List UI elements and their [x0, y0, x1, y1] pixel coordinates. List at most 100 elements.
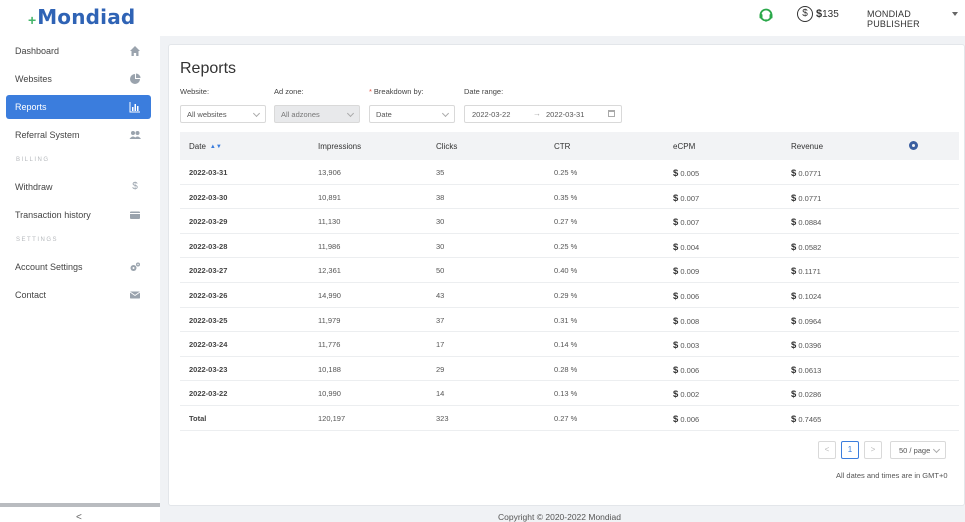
- sidebar-item-transaction-history[interactable]: Transaction history: [6, 203, 151, 227]
- balance: $135: [816, 8, 839, 20]
- adzone-select[interactable]: All adzones: [274, 105, 360, 123]
- table-row: 2022-03-23 10,188 29 0.28 % $ 0.006 $ 0.0613: [180, 357, 959, 382]
- sidebar: Dashboard Websites Reports Referral Syst…: [0, 36, 160, 522]
- logo-plus-icon: +: [28, 12, 37, 28]
- cell-revenue: $ 0.0964: [791, 316, 821, 327]
- headset-icon[interactable]: [758, 7, 774, 23]
- cell-impressions: 12,361: [318, 266, 341, 276]
- sidebar-item-account-settings[interactable]: Account Settings: [6, 255, 151, 279]
- cell-value: 0.006: [680, 415, 700, 424]
- cell-value: 0.1171: [798, 267, 821, 277]
- gear-icon[interactable]: [909, 141, 918, 150]
- section-billing: BILLING: [16, 157, 50, 163]
- table-row: 2022-03-26 14,990 43 0.29 % $ 0.006 $ 0.1024: [180, 283, 959, 308]
- currency-symbol: $: [791, 340, 797, 352]
- table-header: Date ▲▼ Impressions Clicks CTR eCPM Reven…: [180, 132, 959, 160]
- cell-clicks: 30: [436, 241, 445, 251]
- cell-impressions: 11,130: [318, 217, 341, 227]
- currency-symbol: $: [791, 291, 797, 302]
- section-settings: SETTINGS: [16, 237, 59, 243]
- breakdown-filter-label: * Breakdown by:: [369, 87, 424, 96]
- collapse-sidebar-button[interactable]: <: [76, 512, 82, 522]
- logo[interactable]: + Mondiad: [28, 5, 135, 29]
- cell-value: 0.7465: [798, 415, 822, 424]
- page-size-value: 50 / page: [899, 446, 931, 455]
- column-header-label: Date: [189, 142, 206, 151]
- user-menu[interactable]: MONDIAD PUBLISHER: [867, 9, 920, 29]
- cell-ecpm: $ 0.009: [673, 266, 699, 277]
- cell-impressions: 10,990: [318, 389, 341, 399]
- sidebar-item-reports[interactable]: Reports: [6, 95, 151, 119]
- sidebar-scrollbar[interactable]: [0, 503, 160, 507]
- cell-date: 2022-03-30: [189, 192, 228, 202]
- sort-icon[interactable]: ▲▼: [209, 144, 222, 150]
- chevron-down-icon: [346, 109, 355, 118]
- date-end-input[interactable]: 2022-03-31: [546, 110, 585, 119]
- column-header-impressions: Impressions: [318, 142, 362, 151]
- cell-value: 0.0884: [798, 218, 822, 228]
- breakdown-select[interactable]: Date: [369, 105, 455, 123]
- cell-value: 0.0396: [798, 341, 822, 351]
- cell-clicks: 29: [436, 364, 445, 374]
- cell-ecpm: $ 0.006: [673, 414, 699, 425]
- cell-clicks: 35: [436, 168, 445, 177]
- pagination-page-1[interactable]: 1: [841, 441, 859, 459]
- cell-revenue: $ 0.0884: [791, 217, 821, 228]
- website-select[interactable]: All websites: [180, 105, 266, 123]
- currency-symbol: $: [673, 266, 679, 278]
- currency-symbol: $: [791, 217, 797, 229]
- table-row: 2022-03-24 11,776 17 0.14 % $ 0.003 $ 0.0396: [180, 332, 959, 357]
- cell-revenue: $ 0.7465: [791, 414, 821, 425]
- currency-symbol: $: [791, 315, 797, 327]
- currency-symbol: $: [673, 315, 679, 327]
- chevron-down-icon[interactable]: [952, 12, 958, 16]
- cell-value: 0.0286: [798, 390, 822, 400]
- cell-date: 2022-03-28: [189, 241, 228, 251]
- cell-value: 0.003: [680, 341, 700, 351]
- cell-revenue: $ 0.0286: [791, 389, 821, 400]
- sidebar-item-contact[interactable]: Contact: [6, 283, 151, 307]
- pagination-prev-button[interactable]: <: [818, 441, 836, 459]
- currency-symbol: $: [791, 389, 797, 401]
- sidebar-item-dashboard[interactable]: Dashboard: [6, 39, 151, 63]
- sidebar-item-withdraw[interactable]: Withdraw $: [6, 175, 151, 199]
- cell-date: 2022-03-26: [189, 291, 228, 300]
- cell-value: 0.009: [680, 267, 700, 277]
- copyright: Copyright © 2020-2022 Mondiad: [498, 512, 621, 522]
- cell-clicks: 50: [436, 266, 445, 276]
- currency-symbol: $: [673, 389, 679, 401]
- date-start-input[interactable]: 2022-03-22: [472, 110, 511, 119]
- sidebar-item-websites[interactable]: Websites: [6, 67, 151, 91]
- cell-ecpm: $ 0.006: [673, 291, 699, 302]
- currency-symbol: $: [673, 364, 679, 376]
- column-header-ctr: CTR: [554, 142, 571, 151]
- column-header-clicks: Clicks: [436, 142, 458, 151]
- column-header-date[interactable]: Date ▲▼: [189, 142, 222, 151]
- sidebar-item-label: Reports: [15, 102, 47, 112]
- cell-ctr: 0.25 %: [554, 168, 578, 177]
- cell-ctr: 0.31 %: [554, 315, 578, 325]
- timezone-note: All dates and times are in GMT+0: [836, 471, 948, 480]
- sidebar-item-label: Withdraw: [15, 182, 53, 192]
- cell-revenue: $ 0.1024: [791, 291, 821, 302]
- cell-ctr: 0.25 %: [554, 241, 578, 251]
- cell-ecpm: $ 0.004: [673, 242, 699, 253]
- sidebar-item-referral-system[interactable]: Referral System: [6, 123, 151, 147]
- page-size-select[interactable]: 50 / page: [890, 441, 946, 459]
- cell-ctr: 0.14 %: [554, 340, 578, 350]
- cell-value: 0.0964: [798, 316, 822, 326]
- adzone-filter-label: Ad zone:: [274, 87, 304, 96]
- reports-card: Reports Website: Ad zone: * Breakdown by:…: [168, 44, 965, 506]
- cell-clicks: 43: [436, 291, 445, 300]
- cell-ecpm: $ 0.007: [673, 217, 699, 228]
- breakdown-label-text: Breakdown by:: [373, 87, 424, 96]
- date-range-picker[interactable]: 2022-03-22 → 2022-03-31: [464, 105, 622, 123]
- arrow-right-icon: →: [533, 109, 541, 118]
- cell-value: 0.0582: [798, 242, 822, 252]
- currency-symbol: $: [791, 241, 797, 253]
- table-row: 2022-03-25 11,979 37 0.31 % $ 0.008 $ 0.0964: [180, 308, 959, 333]
- cell-revenue: $ 0.0771: [791, 193, 821, 204]
- cell-impressions: 11,979: [318, 315, 341, 325]
- pagination-next-button[interactable]: >: [864, 441, 882, 459]
- currency-symbol: $: [791, 266, 797, 278]
